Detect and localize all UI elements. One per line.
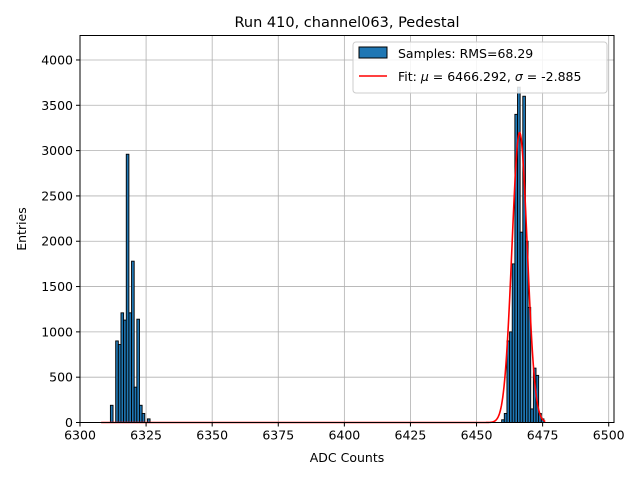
- y-tick-label: 4000: [41, 52, 73, 67]
- legend-fit-mu-value: = 6466.292,: [429, 69, 515, 84]
- x-tick-label: 6375: [262, 428, 294, 443]
- y-tick-label: 2000: [41, 234, 73, 249]
- x-axis-label: ADC Counts: [310, 450, 385, 465]
- x-tick-label: 6325: [130, 428, 162, 443]
- legend-fit-label: Fit: μ = 6466.292, σ = -2.885: [398, 69, 581, 84]
- y-tick-label: 500: [49, 370, 73, 385]
- legend-samples-label: Samples: RMS=68.29: [398, 46, 533, 61]
- histogram-bar: [109, 404, 114, 423]
- x-tick-label: 6400: [328, 428, 360, 443]
- plot-frame: [79, 35, 615, 423]
- legend-fit-sigma-symbol: σ: [515, 69, 524, 84]
- legend-fit-prefix: Fit:: [398, 69, 421, 84]
- legend-samples-swatch: [358, 46, 388, 59]
- x-tick-label: 6425: [395, 428, 427, 443]
- legend-box: [352, 41, 608, 94]
- y-axis-ticks: 0 500 1000 1500 2000 2500 3000 3500 4000: [41, 52, 80, 430]
- y-tick-label: 0: [65, 415, 73, 430]
- histogram-bar: [141, 412, 146, 423]
- y-tick-label: 3000: [41, 143, 73, 158]
- x-tick-label: 6450: [461, 428, 493, 443]
- x-tick-label: 6300: [64, 428, 96, 443]
- y-tick-label: 3500: [41, 98, 73, 113]
- y-tick-label: 1000: [41, 324, 73, 339]
- x-tick-label: 6475: [527, 428, 559, 443]
- y-axis-label: Entries: [14, 207, 29, 251]
- chart-title: Run 410, channel063, Pedestal: [234, 15, 459, 31]
- x-tick-label: 6350: [196, 428, 228, 443]
- y-tick-label: 1500: [41, 279, 73, 294]
- histogram-bars: [109, 86, 545, 423]
- legend: Samples: RMS=68.29 Fit: μ = 6466.292, σ …: [352, 41, 608, 94]
- y-tick-label: 2500: [41, 188, 73, 203]
- legend-fit-mu-symbol: μ: [420, 69, 429, 84]
- x-axis-ticks: 6300 6325 6350 6375 6400 6425 6450 6475 6500: [64, 422, 625, 443]
- legend-fit-sigma-value: = -2.885: [523, 69, 582, 84]
- x-tick-label: 6500: [593, 428, 625, 443]
